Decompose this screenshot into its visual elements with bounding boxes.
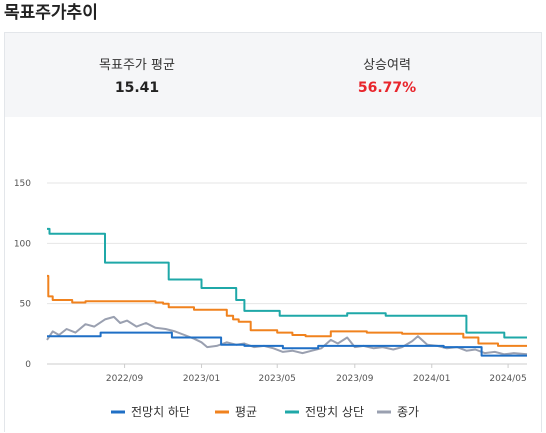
x-tick-label: 2022/09: [106, 374, 144, 384]
x-tick-label: 2023/05: [259, 374, 296, 384]
legend: 전망치 하단 평균 전망치 상단 종가: [111, 405, 419, 419]
y-axis-ticks: 0 50 100 150: [14, 179, 31, 370]
y-tick-label: 100: [14, 239, 31, 249]
series-line: [47, 274, 527, 347]
target-price-card: 목표주가 평균 15.41 상승여력 56.77% 0 50 100 150 2022…: [4, 32, 542, 432]
legend-label[interactable]: 평균: [235, 405, 257, 419]
series-line: [47, 227, 527, 339]
y-tick-label: 0: [25, 360, 31, 370]
x-tick-label: 2024/05: [489, 374, 526, 384]
legend-label[interactable]: 전망치 상단: [305, 405, 364, 419]
series-line: [47, 331, 527, 357]
average-target-label: 목표주가 평균: [99, 58, 175, 73]
summary-panel: 목표주가 평균 15.41 상승여력 56.77%: [5, 33, 541, 117]
upside-value: 56.77%: [357, 80, 417, 96]
legend-label[interactable]: 전망치 하단: [131, 405, 190, 419]
average-target-value: 15.41: [114, 80, 160, 96]
average-target-metric: 목표주가 평균 15.41: [57, 57, 217, 97]
y-tick-label: 50: [20, 300, 32, 310]
legend-label[interactable]: 종가: [397, 405, 419, 419]
upside-label: 상승여력: [363, 58, 411, 73]
page-title: 목표주가추이: [4, 3, 98, 23]
y-tick-label: 150: [14, 179, 31, 189]
grid-lines: [47, 182, 527, 365]
x-tick-label: 2023/01: [183, 374, 220, 384]
x-tick-label: 2024/01: [413, 374, 450, 384]
upside-metric: 상승여력 56.77%: [307, 57, 467, 97]
series-lines: [46, 227, 528, 357]
x-tick-label: 2023/09: [336, 374, 374, 384]
x-axis-ticks: 2022/09 2023/01 2023/05 2023/09 2024/01 2024/…: [106, 364, 527, 384]
